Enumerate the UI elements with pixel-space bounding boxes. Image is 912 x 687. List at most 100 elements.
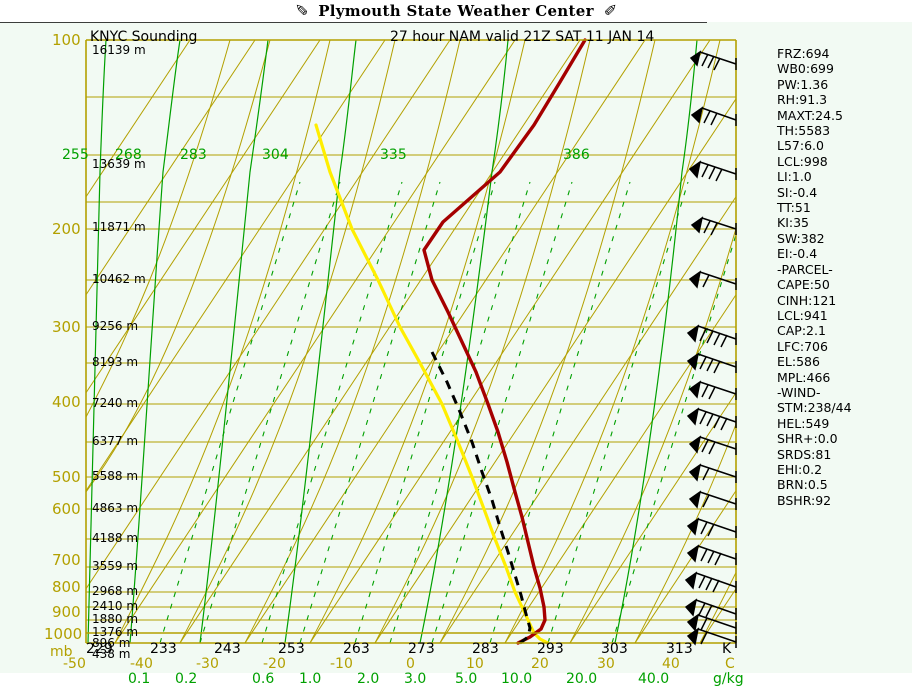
- kelvin-tick: 253: [278, 641, 305, 657]
- parameter-row: KI:35: [777, 215, 810, 231]
- flag-right-icon: ✐: [603, 1, 618, 20]
- height-label: 7240 m: [92, 396, 139, 410]
- wind-barb: [690, 106, 737, 126]
- height-label: 6377 m: [92, 434, 139, 448]
- parameter-section-header: -WIND-: [777, 384, 821, 400]
- window-titlebar: ✐ Plymouth State Weather Center ✐: [0, 0, 912, 22]
- height-label: 13639 m: [92, 157, 146, 171]
- parameter-row: EHI:0.2: [777, 461, 823, 477]
- mixing-tick: 1.0: [299, 671, 322, 687]
- parameter-row: SI:-0.4: [777, 184, 818, 200]
- mixing-tick: 2.0: [357, 671, 380, 687]
- parameter-row: EL:586: [777, 354, 820, 370]
- moist-adiabat-lines: [87, 40, 698, 643]
- pressure-tick-200: 200: [52, 220, 81, 238]
- theta-label: 386: [563, 147, 590, 163]
- wind-barb: [686, 627, 737, 648]
- pressure-tick-600: 600: [52, 500, 81, 518]
- parameter-row: LCL:941: [777, 307, 828, 323]
- wind-barb: [686, 544, 737, 566]
- parameter-row: LFC:706: [777, 338, 828, 354]
- height-label: 5588 m: [92, 469, 139, 483]
- wind-barb: [686, 324, 737, 348]
- parameter-row: EI:-0.4: [777, 246, 818, 262]
- parameter-row: WB0:699: [777, 61, 834, 77]
- parameter-row: LCL:998: [777, 153, 828, 169]
- height-label: 1880 m: [92, 612, 139, 626]
- kelvin-unit-label: K: [722, 641, 732, 657]
- kelvin-tick: 313: [666, 641, 693, 657]
- pressure-unit-label: mb: [50, 644, 73, 660]
- pressure-tick-400: 400: [52, 393, 81, 411]
- parameter-row: FRZ:694: [777, 46, 830, 61]
- pressure-tick-800: 800: [52, 578, 81, 596]
- kelvin-tick: 229: [86, 641, 113, 657]
- mixing-tick: 0.6: [252, 671, 275, 687]
- wind-barb-column: [0, 22, 737, 648]
- kelvin-tick: 273: [408, 641, 435, 657]
- mixing-tick: 0.1: [128, 671, 151, 687]
- parameter-row: LI:1.0: [777, 169, 812, 185]
- theta-label: 268: [115, 147, 142, 163]
- mixing-tick: 3.0: [404, 671, 427, 687]
- height-label: 438 m: [92, 647, 131, 661]
- wind-barb: [688, 435, 737, 455]
- celsius-tick: 20: [531, 656, 549, 672]
- theta-label: 283: [180, 147, 207, 163]
- celsius-tick: -40: [130, 656, 153, 672]
- height-label: 2410 m: [92, 599, 139, 613]
- celsius-tick: 40: [662, 656, 680, 672]
- wind-barb: [684, 571, 737, 593]
- wind-barb: [688, 490, 737, 510]
- wind-barb: [688, 160, 737, 182]
- mixing-tick: 0.2: [175, 671, 198, 687]
- wind-barb: [686, 613, 737, 634]
- wind-barb: [684, 598, 737, 620]
- parameter-row: STM:238/44: [777, 400, 852, 416]
- celsius-tick: 30: [597, 656, 615, 672]
- height-label: 9256 m: [92, 319, 139, 333]
- parameter-panel: FRZ:694 WB0:699 PW:1.36 RH:91.3 MAXT:24.…: [777, 46, 902, 508]
- theta-label: 304: [262, 147, 289, 163]
- mixing-tick: 5.0: [455, 671, 478, 687]
- height-label: 10462 m: [92, 272, 146, 286]
- pressure-tick-500: 500: [52, 468, 81, 486]
- parameter-row: CINH:121: [777, 292, 837, 308]
- mixing-tick: 10.0: [501, 671, 533, 687]
- wind-barb: [686, 352, 737, 374]
- parameter-row: MPL:466: [777, 369, 831, 385]
- celsius-tick: -50: [63, 656, 86, 672]
- skewt-diagram: [0, 22, 912, 673]
- wind-barb: [688, 463, 737, 483]
- wind-barb: [688, 380, 737, 400]
- celsius-tick: -10: [330, 656, 353, 672]
- mixing-unit-label: g/kg: [713, 671, 744, 687]
- kelvin-tick: 263: [343, 641, 370, 657]
- parameter-row: RH:91.3: [777, 92, 828, 108]
- kelvin-tick: 243: [214, 641, 241, 657]
- chart-sheet: KNYC Sounding 27 hour NAM valid 21Z SAT …: [0, 22, 912, 686]
- wind-barb: [690, 216, 737, 236]
- station-label: KNYC Sounding: [90, 29, 198, 45]
- mixing-tick: 20.0: [566, 671, 598, 687]
- height-label: 4863 m: [92, 501, 139, 515]
- celsius-tick: -30: [196, 656, 219, 672]
- parameter-row: CAP:2.1: [777, 323, 826, 339]
- height-label: 3559 m: [92, 559, 139, 573]
- celsius-tick: -20: [263, 656, 286, 672]
- page-title: Plymouth State Weather Center: [318, 2, 594, 20]
- parameter-row: TT:51: [777, 200, 811, 216]
- wind-barb: [0, 22, 737, 71]
- pressure-tick-100: 100: [52, 31, 81, 49]
- celsius-tick: 10: [466, 656, 484, 672]
- height-label: 16139 m: [92, 43, 146, 57]
- parameter-row: HEL:549: [777, 415, 830, 431]
- parameter-section-header: -PARCEL-: [777, 261, 833, 277]
- kelvin-tick: 233: [150, 641, 177, 657]
- skewt-canvas: [0, 22, 912, 673]
- parameter-row: L57:6.0: [777, 138, 824, 154]
- pressure-tick-300: 300: [52, 318, 81, 336]
- celsius-unit-label: C: [725, 656, 735, 672]
- temperature-curve: [422, 38, 587, 645]
